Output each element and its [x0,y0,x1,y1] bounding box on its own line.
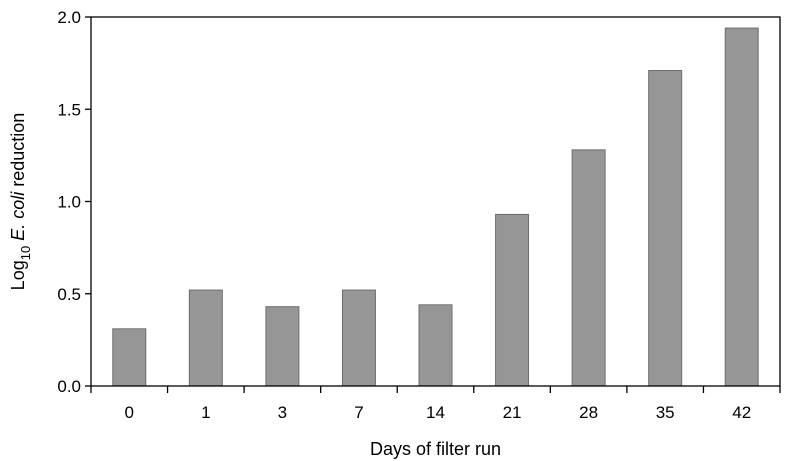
x-tick-label-0: 0 [125,403,134,422]
x-tick-label-42: 42 [732,403,751,422]
bar-3 [265,306,300,387]
x-axis-title: Days of filter run [370,439,501,459]
x-tick-label-35: 35 [656,403,675,422]
y-axis-title-prefix: Log [8,260,28,290]
bar-0 [112,328,147,387]
x-tick-label-21: 21 [503,403,522,422]
bar-28 [571,149,606,387]
y-tick-label-1.5: 1.5 [57,100,81,119]
bar-21 [495,213,530,387]
y-ticks-group: 0.0 0.5 1.0 1.5 2.0 [57,8,91,396]
y-axis-title-subscript: 10 [18,246,33,260]
y-axis-title-italic: E. coli [8,191,28,241]
y-axis-title: Log10 E. coli reduction [8,113,33,291]
plot-frame [90,16,781,387]
x-tick-label-28: 28 [579,403,598,422]
bar-14 [418,304,453,387]
x-ticks-group: 0 1 3 7 14 21 28 35 42 [90,386,781,422]
x-tick-label-1: 1 [201,403,210,422]
bar-35 [648,70,683,387]
y-tick-label-2.0: 2.0 [57,8,81,27]
bars-group [112,27,759,387]
x-tick-label-3: 3 [278,403,287,422]
y-axis-title-suffix: reduction [8,113,28,192]
bar-7 [341,289,376,387]
y-tick-label-0.5: 0.5 [57,285,81,304]
y-tick-label-0.0: 0.0 [57,377,81,396]
y-tick-label-1.0: 1.0 [57,193,81,212]
x-tick-label-14: 14 [426,403,445,422]
bar-1 [188,289,223,387]
x-tick-label-7: 7 [354,403,363,422]
bar-42 [724,27,759,387]
